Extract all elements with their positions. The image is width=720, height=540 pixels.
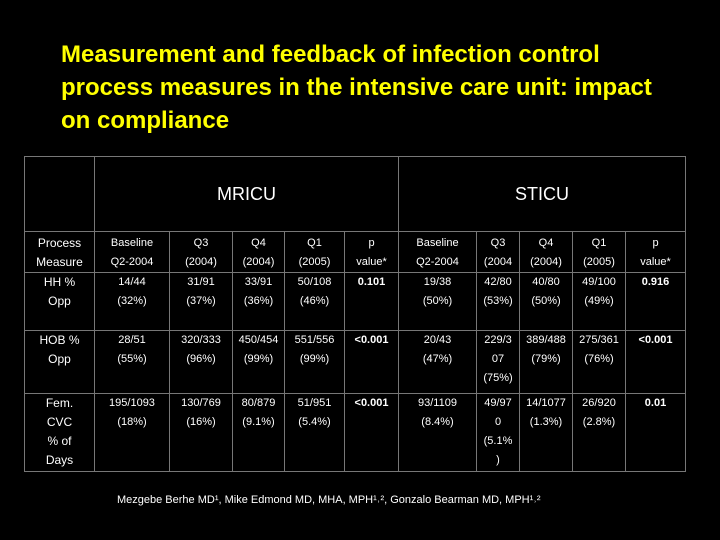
row-measure: HH % Opp — [24, 272, 95, 331]
table-cell: 26/920 (2.8%) — [572, 393, 626, 472]
table-cell: 40/80 (50%) — [519, 272, 573, 331]
p-value-cell: 0.01 — [625, 393, 686, 472]
table-cell: 130/769 (16%) — [169, 393, 233, 472]
column-header: Baseline Q2-2004 — [94, 231, 170, 273]
table-cell: 42/80 (53%) — [476, 272, 520, 331]
table-cell: 275/361 (76%) — [572, 330, 626, 394]
p-value-cell: 0.916 — [625, 272, 686, 331]
group-sticu: STICU — [398, 156, 686, 232]
table-cell: 551/556 (99%) — [284, 330, 345, 394]
table-cell: 33/91 (36%) — [232, 272, 285, 331]
authors-footer: Mezgebe Berhe MD¹, Mike Edmond MD, MHA, … — [117, 494, 541, 506]
column-header: p value* — [344, 231, 399, 273]
table-cell: 195/1093 (18%) — [94, 393, 170, 472]
column-header: Q1 (2005) — [284, 231, 345, 273]
column-header: Q3 (2004 — [476, 231, 520, 273]
table-cell: 20/43 (47%) — [398, 330, 477, 394]
p-value-cell: <0.001 — [344, 330, 399, 394]
p-value-cell: <0.001 — [344, 393, 399, 472]
results-table: MRICU STICU Process Measure Baseline Q2-… — [24, 156, 686, 472]
p-value-cell: <0.001 — [625, 330, 686, 394]
table-cell: 14/1077 (1.3%) — [519, 393, 573, 472]
table-row: HH % Opp 14/44 (32%) 31/91 (37%) 33/91 (… — [24, 272, 686, 331]
table-cell: 93/1109 (8.4%) — [398, 393, 477, 472]
table-cell: 28/51 (55%) — [94, 330, 170, 394]
column-header-row: Process Measure Baseline Q2-2004 Q3 (200… — [24, 231, 686, 273]
table-cell: 51/951 (5.4%) — [284, 393, 345, 472]
row-measure: Fem. CVC % of Days — [24, 393, 95, 472]
group-header-row: MRICU STICU — [24, 156, 686, 232]
empty-corner-cell — [24, 156, 95, 232]
table-cell: 450/454 (99%) — [232, 330, 285, 394]
table-cell: 49/97 0 (5.1% ) — [476, 393, 520, 472]
table-cell: 320/333 (96%) — [169, 330, 233, 394]
column-header: Q4 (2004) — [232, 231, 285, 273]
column-header: p value* — [625, 231, 686, 273]
table-row: HOB % Opp 28/51 (55%) 320/333 (96%) 450/… — [24, 330, 686, 394]
table-cell: 49/100 (49%) — [572, 272, 626, 331]
table-cell: 80/879 (9.1%) — [232, 393, 285, 472]
table-cell: 19/38 (50%) — [398, 272, 477, 331]
table-cell: 31/91 (37%) — [169, 272, 233, 331]
column-header: Q3 (2004) — [169, 231, 233, 273]
row-measure: HOB % Opp — [24, 330, 95, 394]
table-cell: 229/3 07 (75%) — [476, 330, 520, 394]
p-value-cell: 0.101 — [344, 272, 399, 331]
column-header: Process Measure — [24, 231, 95, 273]
column-header: Baseline Q2-2004 — [398, 231, 477, 273]
column-header: Q1 (2005) — [572, 231, 626, 273]
table-cell: 14/44 (32%) — [94, 272, 170, 331]
group-mricu: MRICU — [94, 156, 399, 232]
slide-title: Measurement and feedback of infection co… — [61, 41, 652, 134]
table-cell: 389/488 (79%) — [519, 330, 573, 394]
table-row: Fem. CVC % of Days 195/1093 (18%) 130/76… — [24, 393, 686, 472]
column-header: Q4 (2004) — [519, 231, 573, 273]
table-cell: 50/108 (46%) — [284, 272, 345, 331]
